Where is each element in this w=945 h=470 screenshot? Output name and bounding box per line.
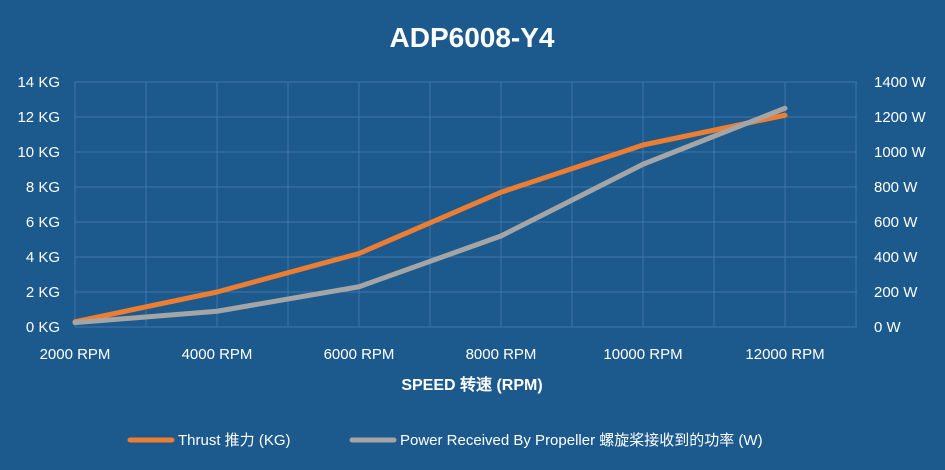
legend-label: Power Received By Propeller 螺旋桨接收到的功率 (W… bbox=[400, 432, 763, 449]
right-axis-ticks: 0 W 200 W 400 W 600 W 800 W 1000 W 1200 W 1400 … bbox=[874, 74, 927, 336]
right-tick-label: 1000 W bbox=[874, 144, 927, 161]
series-line bbox=[72, 112, 788, 325]
series-line bbox=[72, 105, 788, 326]
legend: Thrust 推力 (KG) Power Received By Propelle… bbox=[127, 432, 763, 449]
right-tick-label: 600 W bbox=[874, 214, 918, 231]
left-tick-label: 0 KG bbox=[26, 319, 60, 336]
left-tick-label: 4 KG bbox=[26, 249, 60, 266]
x-tick-label: 2000 RPM bbox=[40, 346, 111, 363]
x-tick-label: 12000 RPM bbox=[745, 346, 824, 363]
chart-title: ADP6008-Y4 bbox=[390, 22, 555, 53]
right-tick-label: 800 W bbox=[874, 179, 918, 196]
right-tick-label: 0 W bbox=[874, 319, 902, 336]
left-tick-label: 10 KG bbox=[17, 144, 60, 161]
right-tick-label: 1200 W bbox=[874, 109, 927, 126]
x-tick-label: 6000 RPM bbox=[324, 346, 395, 363]
right-tick-label: 1400 W bbox=[874, 74, 927, 91]
left-tick-label: 12 KG bbox=[17, 109, 60, 126]
grid-lines bbox=[74, 81, 857, 328]
x-axis-label: SPEED 转速 (RPM) bbox=[401, 375, 542, 394]
left-tick-label: 8 KG bbox=[26, 179, 60, 196]
left-tick-label: 14 KG bbox=[17, 74, 60, 91]
x-axis-ticks: 2000 RPM 4000 RPM 6000 RPM 8000 RPM 10000 RP… bbox=[40, 346, 825, 363]
series-lines bbox=[72, 105, 788, 326]
right-tick-label: 200 W bbox=[874, 284, 918, 301]
legend-label: Thrust 推力 (KG) bbox=[178, 432, 291, 449]
x-tick-label: 10000 RPM bbox=[603, 346, 682, 363]
left-tick-label: 6 KG bbox=[26, 214, 60, 231]
left-axis-ticks: 0 KG 2 KG 4 KG 6 KG 8 KG 10 KG 12 KG 14 KG bbox=[17, 74, 60, 336]
left-tick-label: 2 KG bbox=[26, 284, 60, 301]
x-tick-label: 8000 RPM bbox=[466, 346, 537, 363]
x-tick-label: 4000 RPM bbox=[182, 346, 253, 363]
right-tick-label: 400 W bbox=[874, 249, 918, 266]
